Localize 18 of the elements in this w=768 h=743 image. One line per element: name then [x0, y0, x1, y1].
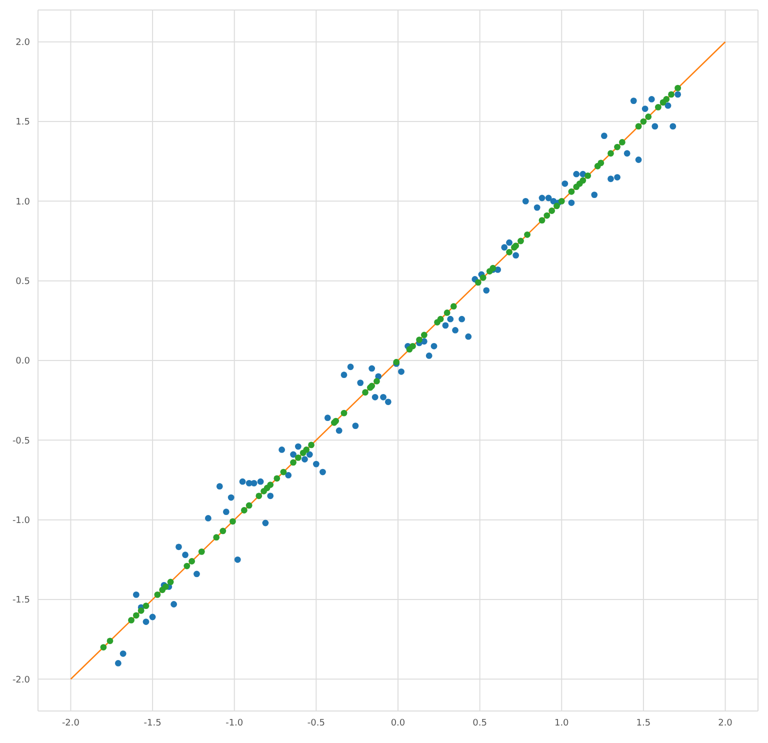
x-tick-label: 0.0 — [390, 718, 406, 728]
y-tick-label: 0.0 — [16, 356, 30, 367]
x-tick-label: -2.0 — [62, 718, 80, 728]
y-tick-label: -1.5 — [12, 596, 30, 606]
y-tick-label: 2.0 — [16, 38, 30, 48]
y-tick-label: -0.5 — [12, 436, 30, 446]
y-tick-label: 1.5 — [16, 118, 30, 128]
x-tick-label: -1.5 — [144, 718, 162, 728]
y-tick-label: 1.0 — [16, 197, 30, 208]
x-tick-label: 1.0 — [554, 718, 570, 728]
x-tick-label: 1.5 — [636, 718, 651, 728]
y-tick-label: -2.0 — [12, 675, 30, 686]
y-tick-label: 0.5 — [16, 277, 30, 288]
x-tick-label: -1.0 — [226, 718, 244, 728]
y-tick-label: -1.0 — [12, 516, 30, 526]
x-tick-label: -0.5 — [307, 718, 325, 728]
x-tick-label: 2.0 — [718, 718, 733, 728]
x-tick-label: 0.5 — [472, 718, 487, 728]
